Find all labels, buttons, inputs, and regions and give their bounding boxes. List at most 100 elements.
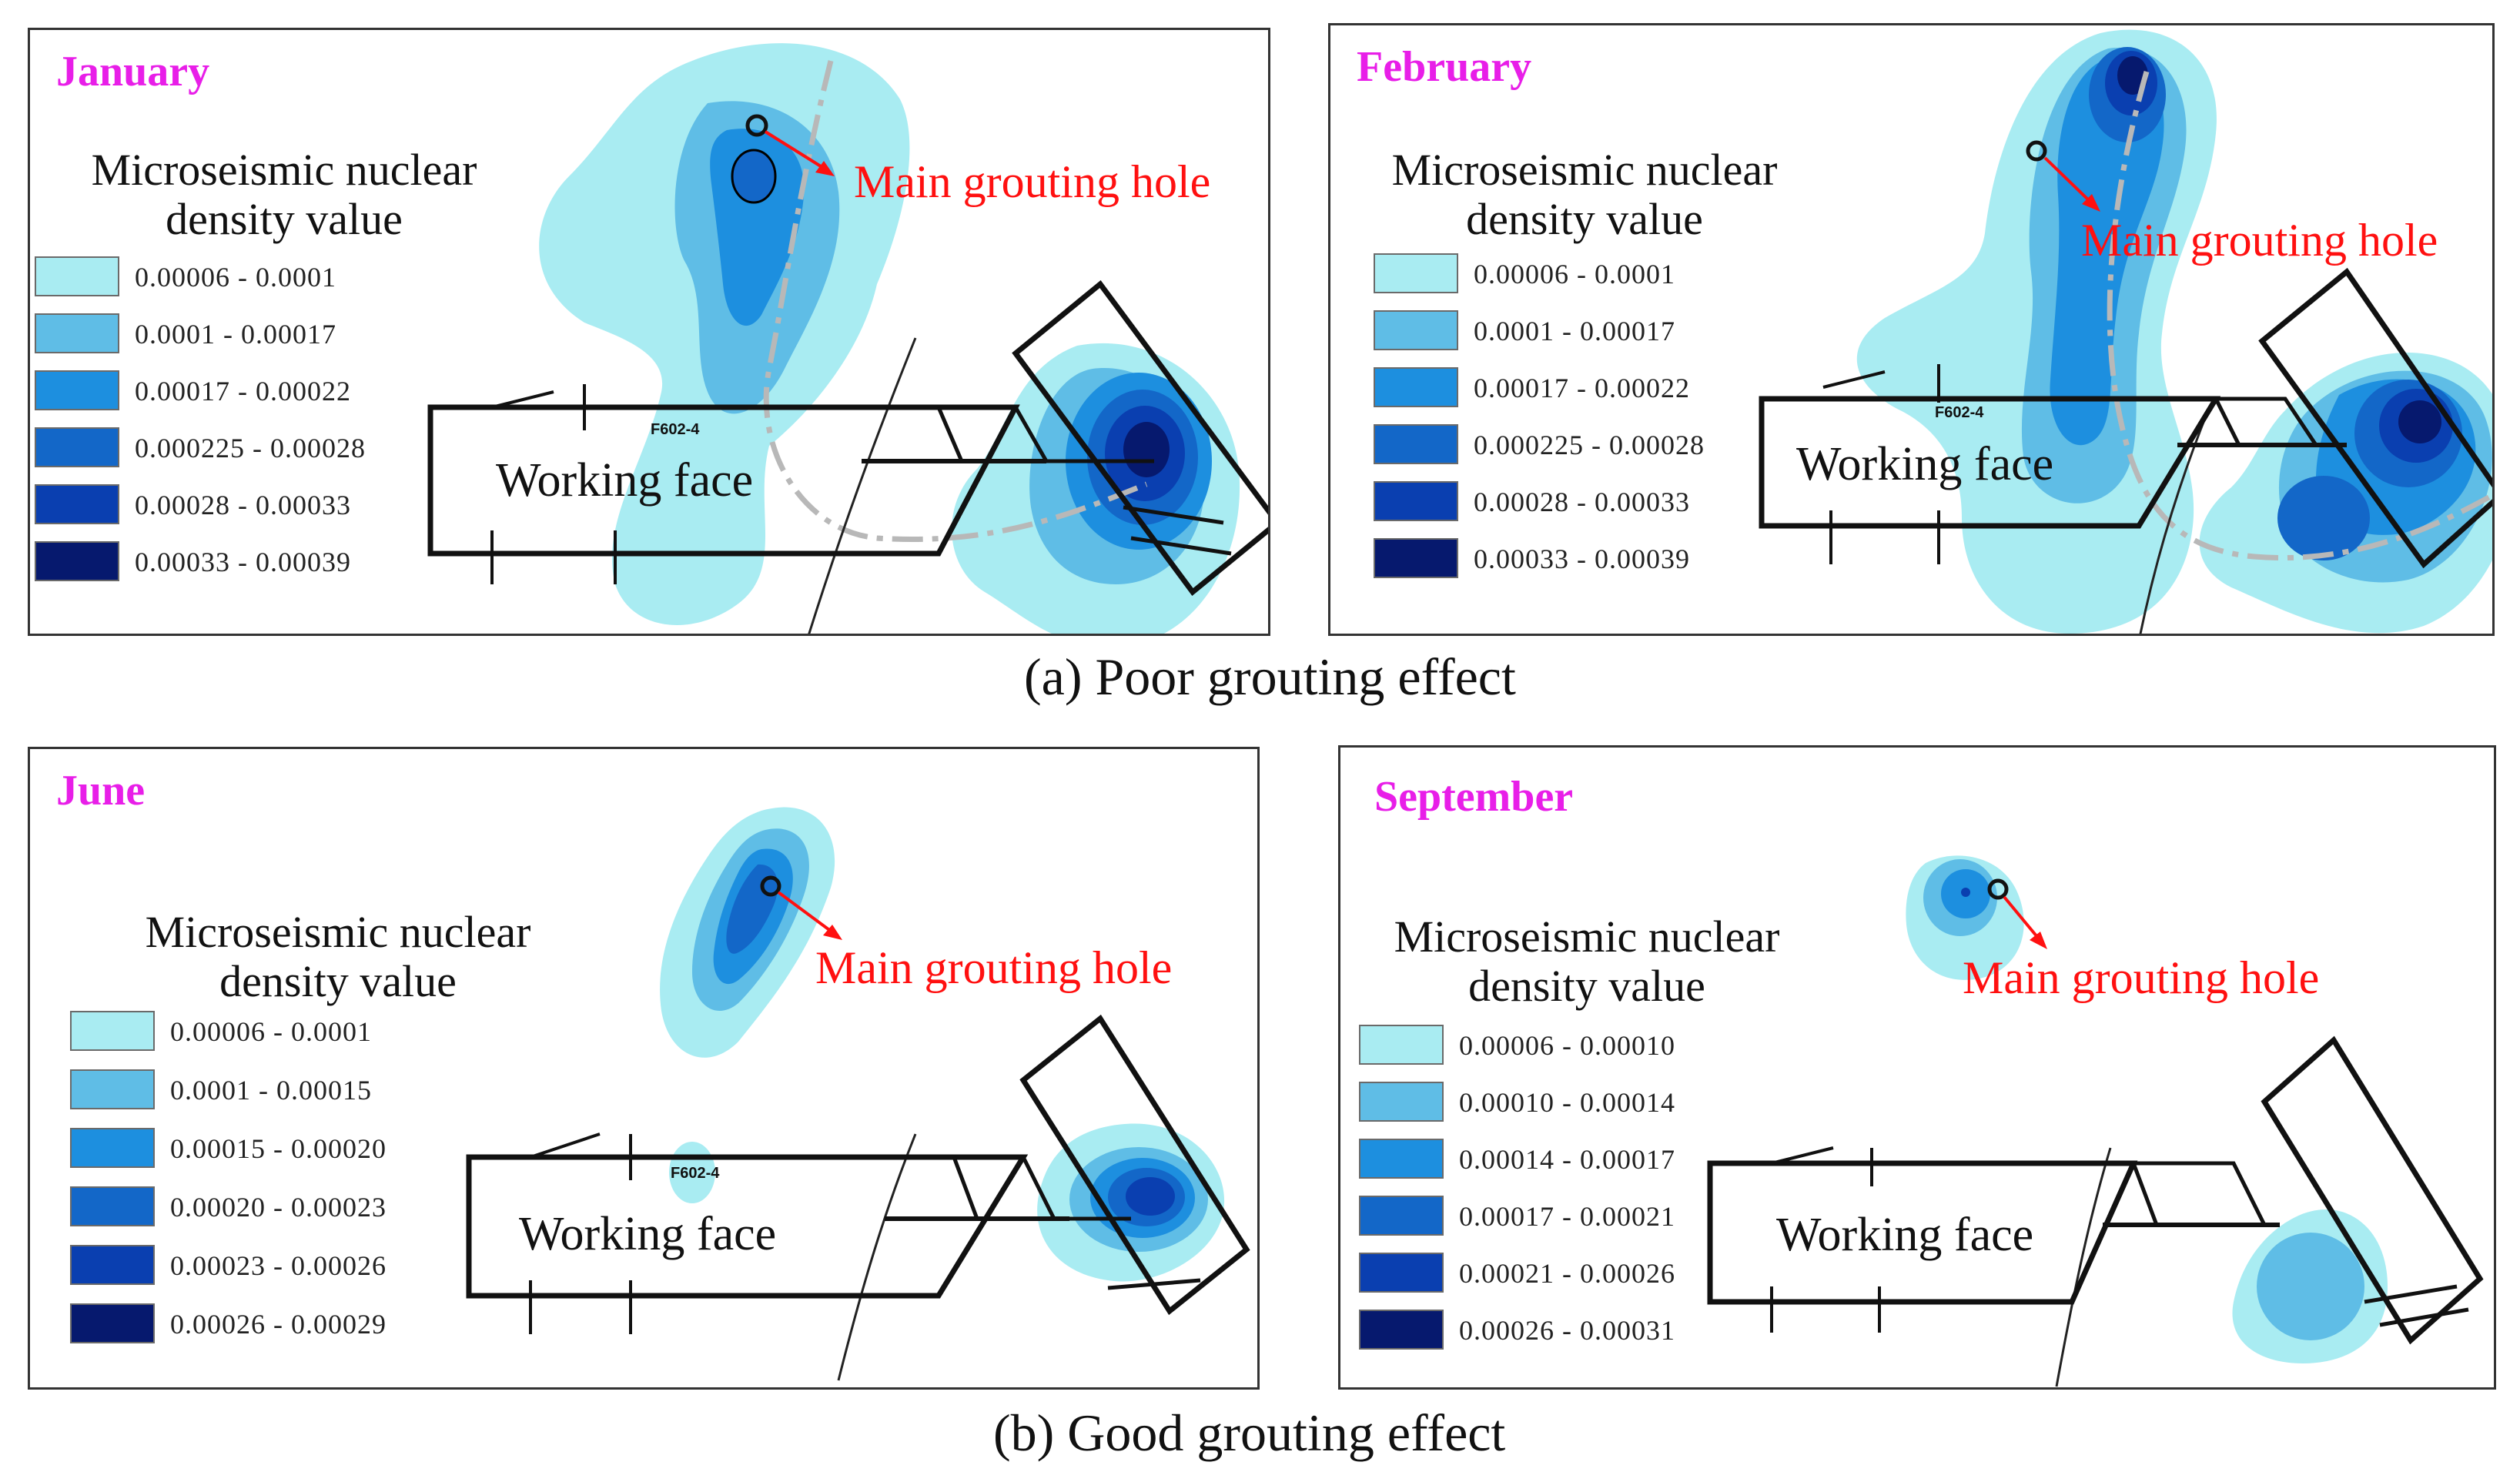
grouting-hole-label: Main grouting hole [815, 942, 1173, 993]
legend-swatch [70, 1186, 155, 1226]
legend-swatch [1359, 1139, 1444, 1179]
legend-title: Microseismic nuclear density value [1394, 912, 1780, 1011]
roadway [2131, 1163, 2159, 1226]
density-map-june [466, 807, 1250, 1381]
fault-label: F602-4 [1935, 404, 1984, 421]
panel-february: February Microseismic nuclear density va… [1328, 23, 2495, 636]
roadway [1013, 406, 1154, 463]
grouting-hole-label: Main grouting hole [854, 156, 1211, 207]
grouting-hole-marker [760, 875, 781, 897]
density-zone [726, 864, 778, 954]
hole-arrow-head [2030, 932, 2047, 949]
caption-a: (a) Poor grouting effect [1024, 647, 1516, 706]
density-zone [1961, 888, 1970, 897]
tick-marks [490, 384, 617, 584]
panel-september: September Microseismic nuclear density v… [1338, 745, 2496, 1390]
mining-block-line [2364, 1284, 2458, 1304]
fault-label: F602-4 [671, 1165, 720, 1182]
density-zone [1126, 1177, 1175, 1216]
working-face-outline [1759, 396, 2221, 529]
working-face-outline [427, 404, 1020, 557]
mining-block [1012, 279, 1268, 597]
legend-swatch [1374, 424, 1458, 464]
density-zone [731, 149, 777, 204]
fault-line [2055, 1147, 2112, 1387]
roadway [2133, 1161, 2267, 1226]
legend-swatch [35, 427, 119, 467]
working-face-label: Working face [1796, 438, 2054, 490]
hole-arrow-head [823, 925, 842, 940]
roadway [936, 406, 964, 462]
month-label: September [1374, 773, 1574, 821]
legend-swatch [1374, 310, 1458, 350]
working-face-outline [1707, 1160, 2138, 1305]
density-zone [2050, 56, 2164, 446]
mining-block-line [1130, 536, 1232, 556]
fault-line [837, 1133, 917, 1381]
fault-label: F602-4 [651, 421, 700, 438]
legend-swatch [70, 1245, 155, 1285]
dash-dot-line [763, 60, 1148, 543]
legend-swatch [35, 484, 119, 524]
month-label: January [56, 48, 210, 95]
month-label: February [1357, 43, 1532, 91]
mining-block-line [2379, 1307, 2469, 1327]
hole-arrow [777, 891, 836, 935]
density-map-january [427, 43, 1268, 634]
hole-arrow [2003, 895, 2043, 943]
legend-swatch [70, 1011, 155, 1051]
roadway [952, 1156, 979, 1219]
caption-b: (b) Good grouting effect [993, 1403, 1506, 1462]
legend-swatch [70, 1303, 155, 1343]
legend-swatch [1359, 1196, 1444, 1236]
working-face-label: Working face [496, 454, 754, 507]
hole-arrow-head [815, 161, 835, 176]
density-zone [1123, 422, 1170, 477]
roadway [2216, 396, 2318, 447]
legend-swatch [35, 313, 119, 353]
legend-swatch [70, 1128, 155, 1168]
legend-title: Microseismic nuclear density value [145, 907, 531, 1006]
dash-dot-line [2107, 71, 2492, 561]
grouting-hole-marker [1987, 878, 2009, 900]
grouting-hole-label: Main grouting hole [1963, 952, 2320, 1003]
legend-swatch [1374, 481, 1458, 521]
mining-block-line [1107, 1278, 1201, 1290]
panel-january: January Microseismic nuclear density val… [28, 28, 1270, 636]
legend-swatch [1359, 1253, 1444, 1293]
working-face-outline [466, 1154, 1029, 1299]
tick-marks [1770, 1146, 1881, 1333]
hole-arrow [2043, 156, 2094, 206]
tick-marks [529, 1132, 632, 1334]
density-map-february [1759, 29, 2492, 634]
fault-line [808, 337, 917, 634]
mining-block-line [1123, 505, 1224, 525]
legend-swatch [1359, 1025, 1444, 1065]
roadway [1021, 1156, 1131, 1221]
grouting-hole-marker [745, 114, 768, 137]
mining-block [1019, 1014, 1250, 1316]
month-label: June [56, 767, 146, 815]
panel-june: June Microseismic nuclear density value … [28, 747, 1260, 1390]
grouting-hole-label: Main grouting hole [2081, 215, 2438, 266]
density-zone [2257, 1233, 2364, 1340]
mining-block [2258, 267, 2492, 569]
density-zone [2398, 400, 2441, 443]
legend-swatch [35, 370, 119, 410]
legend-swatch [1374, 367, 1458, 407]
legend-swatch [1374, 253, 1458, 293]
legend-title: Microseismic nuclear density value [1391, 145, 1778, 244]
mining-block [2261, 1035, 2484, 1345]
legend-swatch [1374, 538, 1458, 578]
roadway [2214, 397, 2241, 447]
legend-swatch [1359, 1082, 1444, 1122]
density-map-september [1707, 855, 2484, 1387]
tick-marks [1822, 364, 1940, 564]
fault-line [2139, 410, 2210, 634]
density-zone [2277, 476, 2370, 560]
legend-swatch [35, 541, 119, 581]
hole-arrow [764, 130, 828, 172]
legend-swatch [1359, 1310, 1444, 1350]
legend-swatch [70, 1069, 155, 1109]
hole-arrow-head [2082, 194, 2100, 212]
